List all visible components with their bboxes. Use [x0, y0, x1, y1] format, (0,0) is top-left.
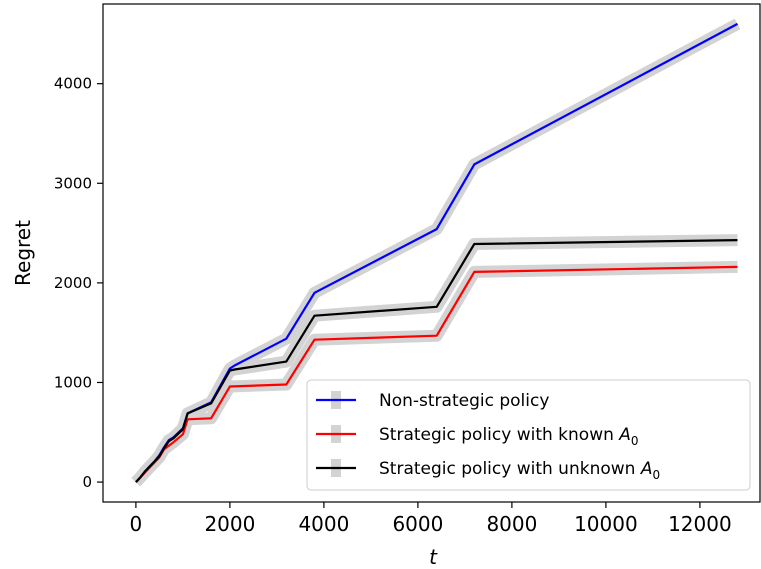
- y-tick-label: 2000: [54, 274, 92, 292]
- plot-frame: [102, 3, 761, 503]
- x-tick-label: 10000: [574, 512, 638, 536]
- legend: Non-strategic policy Strategic policy wit…: [306, 379, 751, 491]
- y-ticks: 0 1000 2000 3000 4000: [54, 75, 103, 491]
- y-tick-label: 4000: [54, 75, 92, 93]
- legend-box: [306, 379, 751, 491]
- x-tick-label: 4000: [298, 512, 349, 536]
- legend-label: Strategic policy with unknown A0: [379, 459, 660, 482]
- x-tick-label: 6000: [392, 512, 443, 536]
- x-tick-label: 12000: [668, 512, 732, 536]
- x-tick-label: 2000: [204, 512, 255, 536]
- y-tick-label: 1000: [54, 373, 92, 391]
- legend-label: Non-strategic policy: [379, 391, 549, 411]
- x-tick-label: 8000: [486, 512, 537, 536]
- y-axis-label: Regret: [11, 220, 35, 286]
- line-series-3: [135, 239, 738, 483]
- x-ticks: 0 2000 4000 6000 8000 10000 12000: [130, 502, 732, 536]
- x-axis-label: t: [429, 545, 438, 569]
- y-tick-label: 0: [82, 473, 92, 491]
- legend-label: Strategic policy with known A0: [379, 425, 639, 448]
- y-tick-label: 3000: [54, 174, 92, 192]
- axes: [102, 3, 761, 503]
- series-lines: [135, 22, 739, 483]
- x-tick-label: 0: [130, 512, 143, 536]
